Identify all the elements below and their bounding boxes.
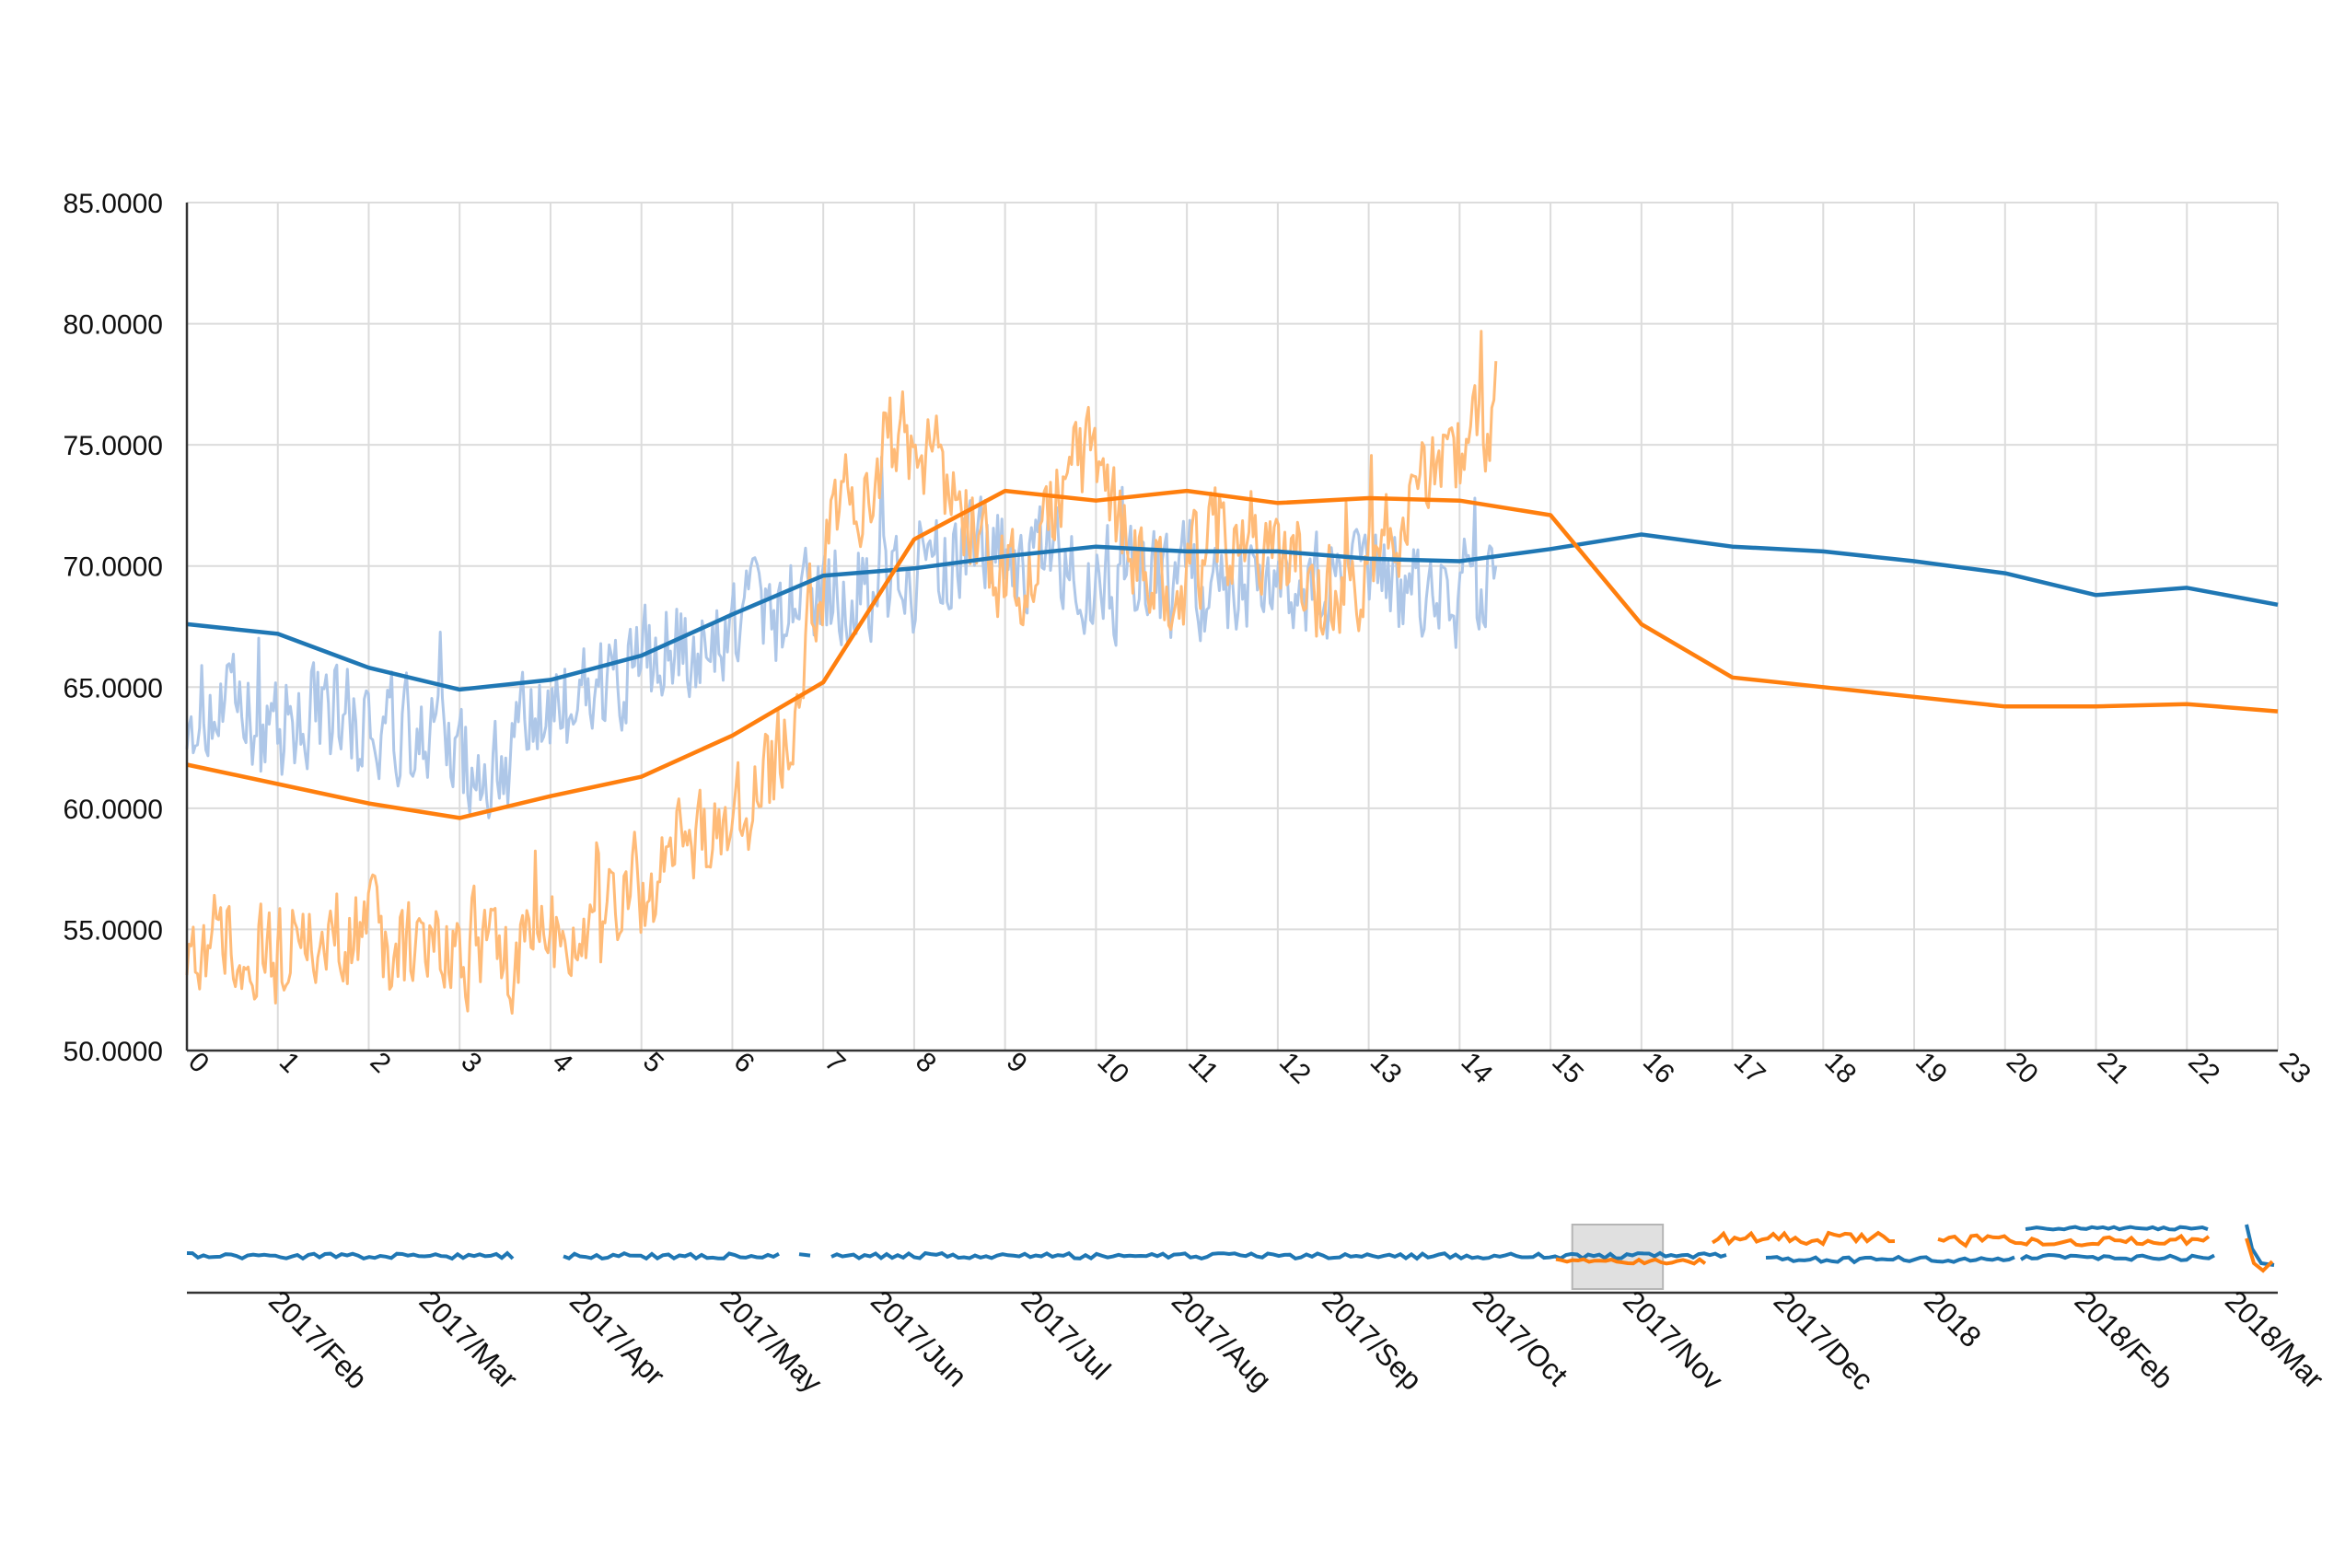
series-line <box>185 330 1498 1015</box>
mini-series-line <box>2019 1252 2215 1262</box>
x-axis-ticks: 0 1 2 3 4 5 6 7 8 9 10 11 12 13 14 15 16 17 18 19 20 21 22 23 <box>182 1047 2316 1090</box>
x-tick-label: 10 <box>1091 1047 1134 1090</box>
x-tick-label: 18 <box>1818 1047 1862 1090</box>
y-tick-label: 75.0000 <box>64 431 163 461</box>
mini-series-line <box>2025 1225 2209 1232</box>
x-tick-label: 12 <box>1273 1047 1317 1090</box>
y-axis-ticks: 50.0000 55.0000 60.0000 65.0000 70.0000 75.00… <box>64 189 163 1067</box>
y-tick-label: 60.0000 <box>64 795 163 825</box>
navigator-tick-label: 2017/Dec <box>1768 1283 1880 1396</box>
mini-series-line <box>1555 1257 1707 1266</box>
navigator-tick-label: 2017/Nov <box>1617 1283 1729 1396</box>
y-tick-label: 55.0000 <box>64 915 163 946</box>
x-tick-label: 23 <box>2273 1047 2316 1090</box>
navigator-tick-label: 2017/Jun <box>865 1283 974 1393</box>
y-tick-label: 85.0000 <box>64 189 163 219</box>
x-tick-label: 11 <box>1182 1047 1224 1088</box>
y-tick-label: 70.0000 <box>64 552 163 583</box>
x-tick-label: 16 <box>1637 1047 1680 1090</box>
navigator-tick-label: 2017/Apr <box>563 1283 672 1392</box>
navigator-tick-label: 2018 <box>1918 1283 1988 1353</box>
mini-series-line <box>563 1250 780 1261</box>
navigator-tick-label: 2017/Aug <box>1166 1283 1278 1396</box>
navigator-tick-label: 2017/Oct <box>1467 1283 1574 1391</box>
series-group <box>185 330 2279 1015</box>
mini-series-line <box>830 1250 1727 1261</box>
mini-series-line <box>186 1250 515 1261</box>
series-line <box>185 455 1498 819</box>
navigator-tick-label: 2018/Mar <box>2219 1283 2330 1395</box>
navigator-tick-label: 2018/Feb <box>2069 1283 2180 1395</box>
navigator-tick-label: 2017/Jul <box>1015 1283 1117 1386</box>
mini-series-line <box>2245 1237 2274 1273</box>
navigator-tick-label: 2017/May <box>714 1283 829 1399</box>
gridlines <box>186 202 2279 1051</box>
navigator-tick-label: 2017/Sep <box>1316 1283 1428 1396</box>
y-tick-label: 80.0000 <box>64 310 163 341</box>
x-tick-label: 13 <box>1364 1047 1408 1090</box>
navigator-tick-label: 2017/Feb <box>262 1283 374 1395</box>
x-tick-label: 15 <box>1546 1047 1589 1090</box>
mini-series-line <box>798 1252 811 1258</box>
mini-series-line <box>1937 1233 2211 1249</box>
mini-series-line <box>1711 1230 1896 1247</box>
x-tick-label: 20 <box>2001 1047 2044 1090</box>
series-line <box>186 488 2279 820</box>
x-tick-label: 14 <box>1455 1047 1498 1090</box>
mini-series-line <box>1765 1254 2015 1265</box>
x-tick-label: 22 <box>2182 1047 2225 1090</box>
y-tick-label: 50.0000 <box>64 1037 163 1067</box>
y-tick-label: 65.0000 <box>64 673 163 703</box>
mini-series-line <box>2245 1224 2275 1267</box>
series-line <box>186 532 2279 692</box>
x-tick-label: 17 <box>1728 1047 1771 1090</box>
x-tick-label: 19 <box>1910 1047 1953 1090</box>
range-navigator: 2017/Feb 2017/Mar 2017/Apr 2017/May 2017/Jun… <box>186 1224 2330 1399</box>
x-tick-label: 21 <box>2092 1047 2135 1090</box>
navigator-tick-label: 2017/Mar <box>413 1283 525 1395</box>
